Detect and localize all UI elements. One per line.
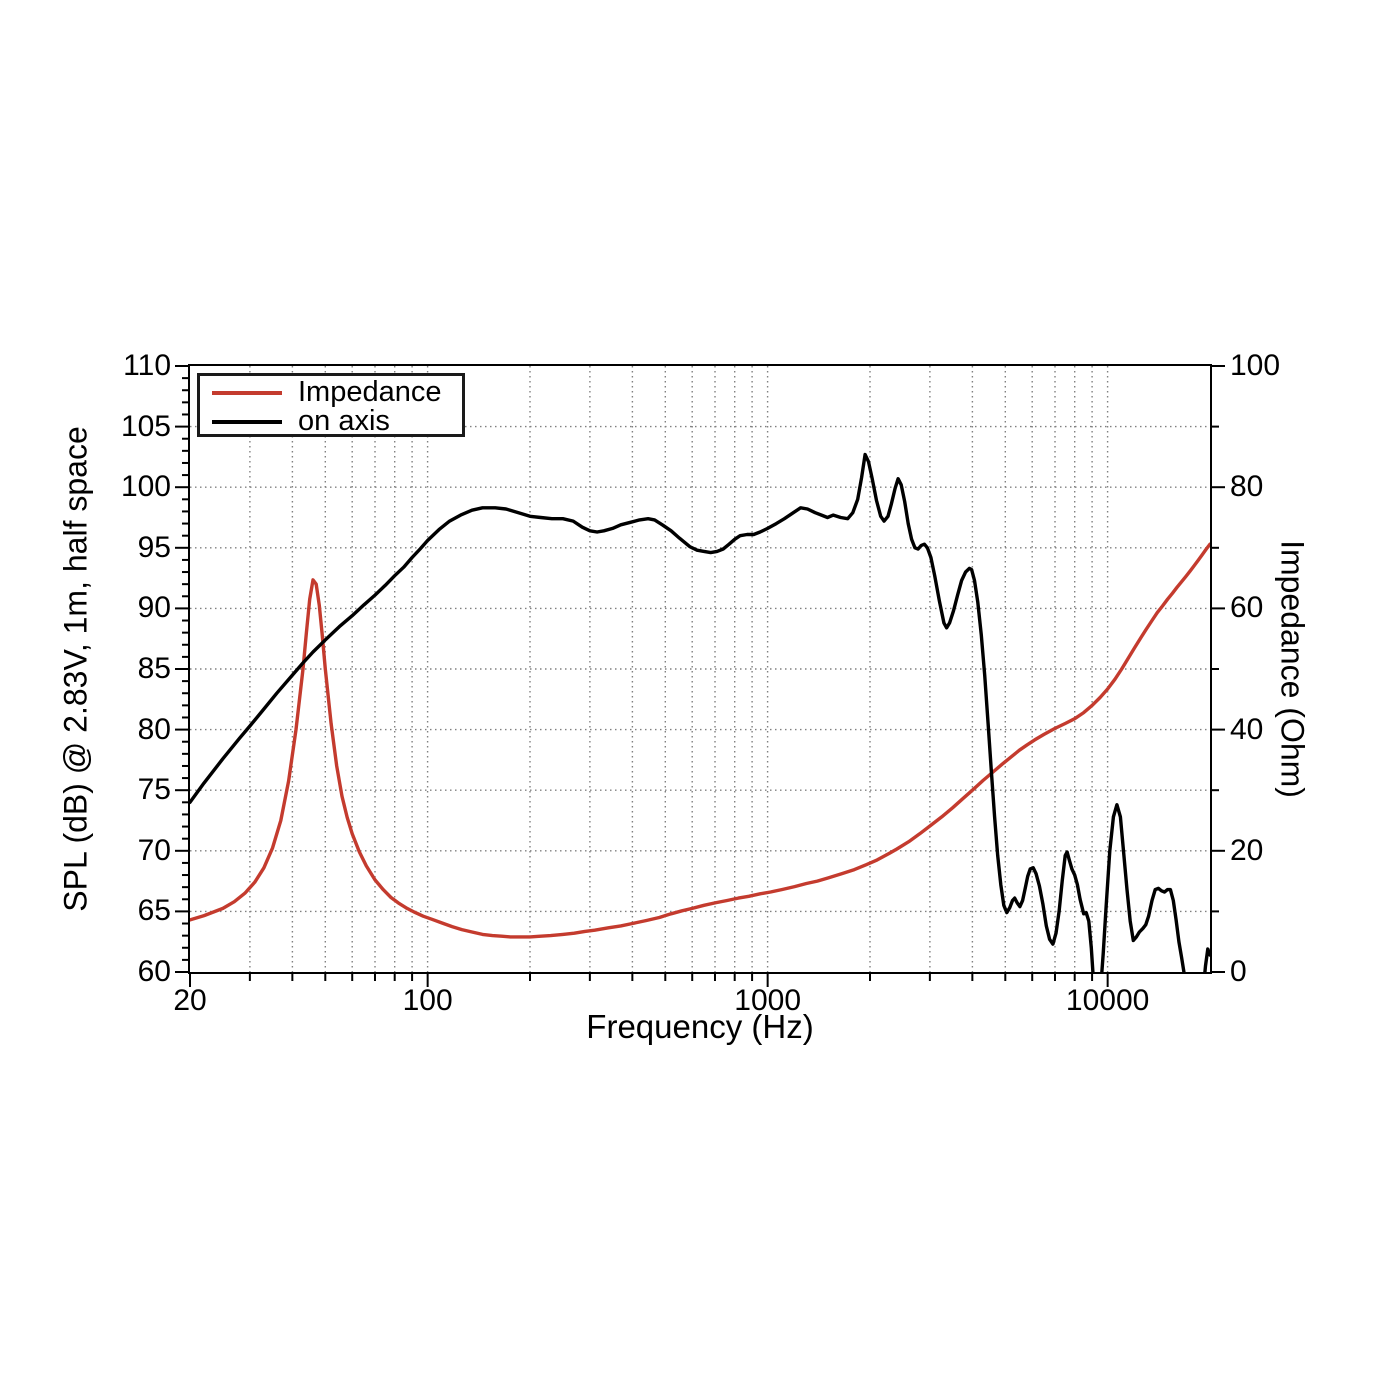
y-left-tick-label: 110	[123, 349, 171, 382]
x-tick-label: 20	[173, 984, 207, 1017]
on-axis-line-sample	[212, 419, 282, 424]
y-left-tick-label: 70	[137, 833, 171, 867]
y-left-tick-label: 60	[137, 955, 171, 988]
impedance-line-sample	[212, 390, 282, 395]
x-tick-label: 1000	[734, 984, 802, 1017]
plot-area	[188, 364, 1212, 974]
legend-label-on-axis: on axis	[298, 405, 390, 437]
x-axis-title: Frequency (Hz)	[586, 1008, 814, 1045]
legend-item-on-axis: on axis	[200, 407, 462, 436]
y-right-tick-label: 40	[1230, 712, 1264, 746]
y-right-tick-label: 0	[1230, 955, 1247, 988]
y-left-tick-label: 85	[137, 652, 171, 685]
y-left-tick-label: 75	[137, 773, 171, 807]
legend-item-impedance: Impedance	[200, 378, 462, 407]
y-right-tick-label: 80	[1230, 470, 1264, 504]
y-left-tick-label: 65	[137, 894, 171, 928]
y-left-tick-label: 95	[137, 530, 171, 564]
y-left-tick-label: 100	[120, 470, 171, 504]
y-left-tick-label: 90	[137, 591, 171, 625]
legend: Impedance on axis	[197, 373, 465, 437]
y-left-tick-label: 80	[137, 712, 171, 746]
y-left-tick-label: 105	[120, 409, 171, 443]
y-right-tick-label: 20	[1230, 833, 1264, 867]
x-tick-label: 100	[402, 984, 453, 1017]
y-right-tick-label: 60	[1230, 591, 1264, 625]
legend-label-impedance: Impedance	[298, 376, 442, 408]
x-tick-label: 10000	[1065, 984, 1150, 1017]
y-right-tick-label: 100	[1230, 349, 1281, 382]
y-right-axis-title: Impedance (Ohm)	[1274, 540, 1311, 798]
y-left-axis-title: SPL (dB) @ 2.83V, 1m, half space	[57, 426, 94, 912]
